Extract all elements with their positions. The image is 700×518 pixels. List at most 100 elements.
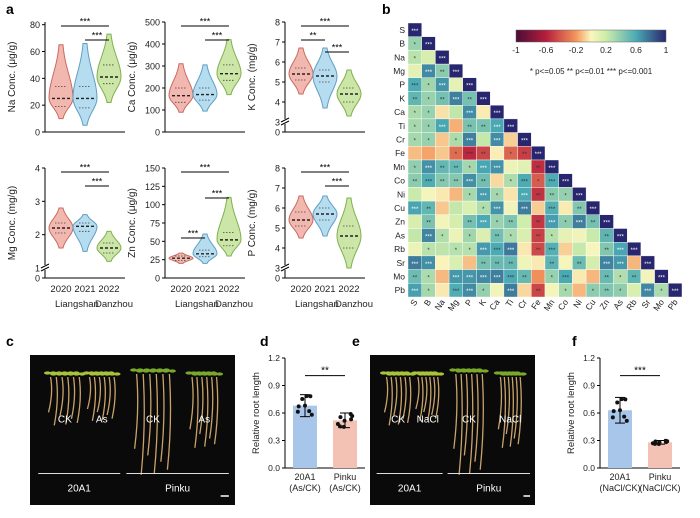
group-label-site-right: Danzhou <box>95 299 133 310</box>
photo-panel-e: CK NaCl CK NaCl 20A1 Pinku <box>370 355 535 505</box>
y-tick-label: 100 <box>145 106 160 116</box>
seedling-root <box>101 376 106 421</box>
heatmap-cell <box>503 187 518 202</box>
violin-panel-Ca: 0 100 200 300 400 500 Ca Conc. (μg/g) ****** <box>127 17 245 138</box>
seedling-leaf <box>465 368 473 372</box>
photo-treatment-label: CK <box>462 415 476 426</box>
seedling-root <box>106 376 111 416</box>
heatmap-significance: * <box>468 166 471 172</box>
heatmap-cell <box>544 283 559 298</box>
row-label: Fe <box>395 148 405 158</box>
heatmap-cell <box>517 255 532 270</box>
heatmap-significance: *** <box>452 70 460 76</box>
seedling-root <box>423 376 428 413</box>
heatmap-cell <box>627 283 642 298</box>
correlation-heatmap: S ***B * ***Na * ***Mg *** ** ***P *** * *** ***K ** *… <box>393 22 683 313</box>
x-tick-label: 2022 <box>98 284 119 295</box>
x-tick-label: 2020 <box>170 284 191 295</box>
colorbar-tick-label: 0.6 <box>630 45 642 55</box>
heatmap-cell <box>435 146 450 161</box>
heatmap-cell <box>627 255 642 270</box>
seedling-root <box>458 373 463 475</box>
row-label: Zn <box>395 217 405 227</box>
heatmap-significance: *** <box>439 56 447 62</box>
heatmap-significance: ** <box>426 221 431 227</box>
x-tick-label: (NaCl/CK) <box>599 483 640 493</box>
seedling-root <box>147 373 152 456</box>
heatmap-significance: *** <box>494 138 502 144</box>
photo-panel-c: CK As CK As 20A1 Pinku <box>30 355 235 505</box>
y-tick-label: 0.3 <box>583 436 595 446</box>
heatmap-significance: * <box>427 248 430 254</box>
heatmap-cell <box>435 132 450 147</box>
seedling-leaf <box>55 371 63 375</box>
heatmap-cell <box>476 228 491 243</box>
group-label-site-left: Liangshan <box>175 299 219 310</box>
y-tick-label: 0.6 <box>268 408 280 418</box>
heatmap-significance: ** <box>508 262 513 268</box>
col-label: S <box>408 297 420 308</box>
y-tick-label: 5 <box>275 78 280 88</box>
heatmap-cell <box>407 228 422 243</box>
heatmap-significance: ** <box>413 180 418 186</box>
y-tick-label: 0.6 <box>583 408 595 418</box>
heatmap-significance: * <box>551 234 554 240</box>
significance-label: *** <box>332 177 343 187</box>
heatmap-significance: ** <box>426 207 431 213</box>
heatmap-significance: *** <box>631 248 639 254</box>
y-tick-label: 75 <box>150 219 160 229</box>
heatmap-significance: *** <box>466 289 474 295</box>
y-tick-label: 6 <box>275 204 280 214</box>
heatmap-significance: *** <box>617 234 625 240</box>
heatmap-significance: ** <box>440 166 445 172</box>
heatmap-significance: * <box>496 193 499 199</box>
heatmap-cell <box>407 241 422 257</box>
col-label: Ni <box>571 297 584 309</box>
y-axis-label: Mg Conc. (mg/g) <box>7 186 18 260</box>
heatmap-significance: * <box>510 234 513 240</box>
seedling-leaf <box>481 369 489 373</box>
axis-break-mark <box>280 263 290 269</box>
heatmap-significance: * <box>537 180 540 186</box>
heatmap-significance: *** <box>466 180 474 186</box>
heatmap-cell <box>668 283 683 298</box>
heatmap-significance: *** <box>603 221 611 227</box>
y-tick-label: 0.3 <box>268 436 280 446</box>
heatmap-significance: *** <box>535 152 543 158</box>
heatmap-significance: * <box>592 289 595 295</box>
panel-letter-b: b <box>382 1 391 17</box>
heatmap-significance: ** <box>536 234 541 240</box>
seedling-leaf <box>44 371 51 375</box>
col-label: Mo <box>651 297 666 313</box>
axis-break-mark <box>40 266 50 272</box>
heatmap-cell <box>517 159 532 174</box>
data-point <box>296 404 301 409</box>
seedling-root <box>133 373 139 449</box>
seedling-leaf <box>431 371 439 375</box>
data-point <box>610 415 615 420</box>
axis-break-gap <box>281 265 289 270</box>
seedling-leaf <box>513 371 521 375</box>
y-tick-label: 400 <box>145 40 160 50</box>
heatmap-significance: ** <box>522 275 527 281</box>
seedling-root <box>194 376 199 448</box>
photo-background <box>370 355 535 505</box>
heatmap-cell <box>407 63 422 78</box>
seedling-leaf <box>130 368 138 372</box>
col-label: As <box>611 297 625 311</box>
heatmap-significance: * <box>427 138 430 144</box>
y-tick-label: 0 <box>155 128 160 138</box>
y-tick-label: 7 <box>275 38 280 48</box>
seedling-leaf <box>61 371 69 375</box>
heatmap-significance: *** <box>507 275 515 281</box>
heatmap-significance: *** <box>494 166 502 172</box>
heatmap-cell <box>517 283 532 298</box>
heatmap-significance: *** <box>439 84 447 90</box>
heatmap-significance: ** <box>467 221 472 227</box>
significance-label: *** <box>634 366 646 377</box>
heatmap-significance: * <box>427 111 430 117</box>
heatmap-significance: *** <box>466 138 474 144</box>
seedling-root <box>59 376 64 416</box>
